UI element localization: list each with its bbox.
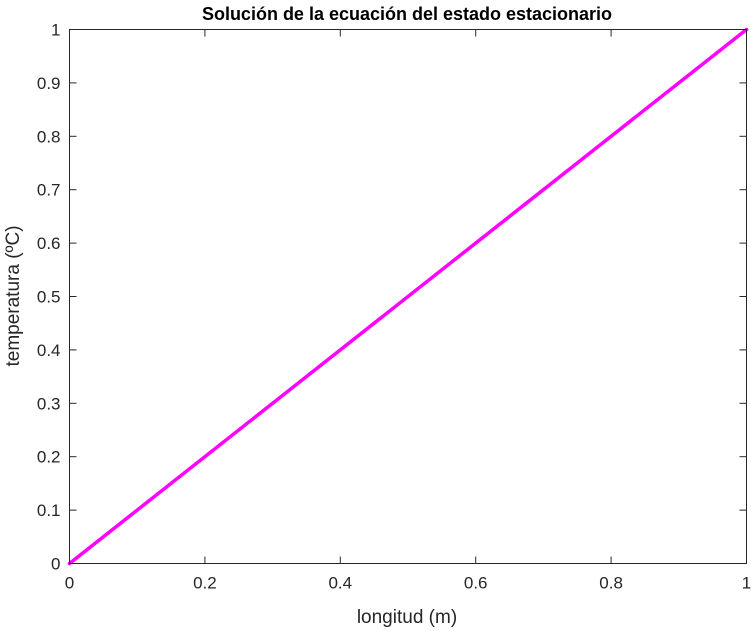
axes-box bbox=[69, 29, 747, 564]
y-tick-label: 0.7 bbox=[37, 181, 61, 200]
y-tick-label: 0.1 bbox=[37, 501, 61, 520]
chart-title: Solución de la ecuación del estado estac… bbox=[202, 4, 612, 24]
x-tick-label: 0 bbox=[65, 574, 74, 593]
x-tick-label: 0.4 bbox=[328, 574, 352, 593]
y-tick-label: 0.8 bbox=[37, 127, 61, 146]
y-tick-label: 0.6 bbox=[37, 234, 61, 253]
y-tick-label: 0.2 bbox=[37, 448, 61, 467]
x-tick-label: 0.2 bbox=[193, 574, 217, 593]
y-tick-label: 0 bbox=[51, 555, 60, 574]
y-tick-label: 0.9 bbox=[37, 74, 61, 93]
y-tick-label: 0.3 bbox=[37, 394, 61, 413]
y-tick-label: 0.5 bbox=[37, 288, 61, 307]
x-tick-label: 0.6 bbox=[464, 574, 488, 593]
x-tick-label: 1 bbox=[742, 574, 751, 593]
y-tick-label: 1 bbox=[51, 21, 60, 40]
y-axis-label: temperatura (ºC) bbox=[3, 225, 24, 366]
x-tick-label: 0.8 bbox=[599, 574, 623, 593]
series-line bbox=[67, 27, 749, 566]
y-tick-label: 0.4 bbox=[37, 341, 61, 360]
x-axis-label: longitud (m) bbox=[357, 607, 457, 628]
